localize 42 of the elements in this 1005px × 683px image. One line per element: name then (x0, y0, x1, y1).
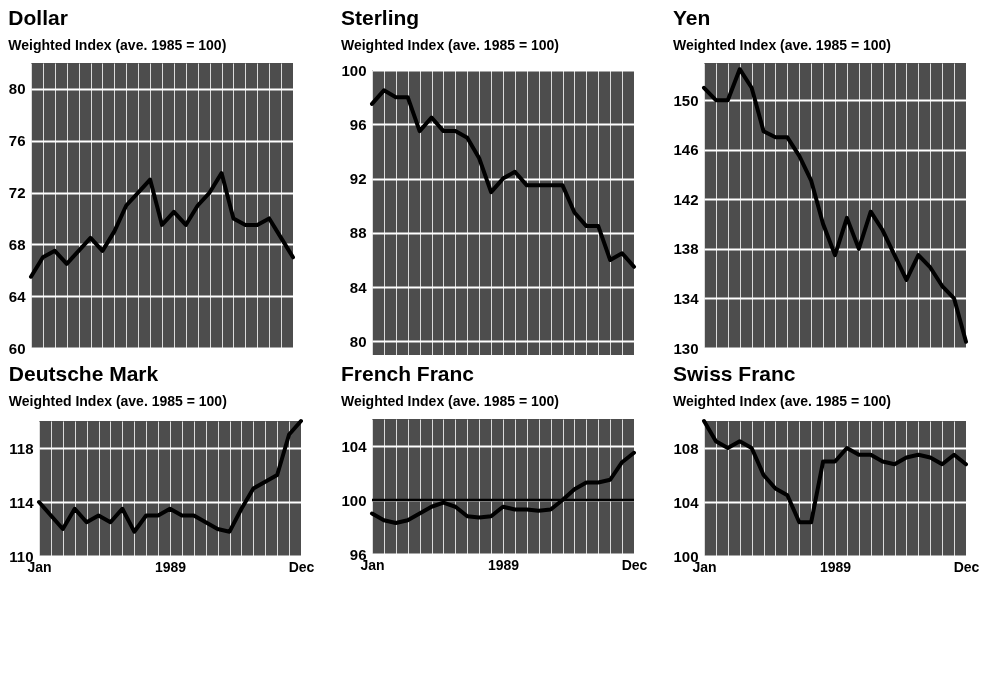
y-tick-label: 108 (673, 439, 699, 457)
chart-subtitle: Weighted Index (ave. 1985 = 100) (672, 37, 891, 53)
y-tick-label: 80 (8, 80, 26, 98)
chart-title: Dollar (8, 6, 68, 29)
y-tick-label: 114 (9, 493, 35, 511)
y-tick-label: 100 (341, 61, 367, 79)
y-tick-label: 88 (349, 224, 367, 242)
chart-subtitle: Weighted Index (ave. 1985 = 100) (672, 393, 891, 409)
chart-subtitle: Weighted Index (ave. 1985 = 100) (8, 393, 227, 409)
y-tick-label: 100 (341, 491, 367, 509)
y-tick-label: 72 (8, 184, 26, 202)
chart-subtitle: Weighted Index (ave. 1985 = 100) (340, 393, 559, 409)
chart-title: Sterling (340, 6, 420, 29)
y-tick-label: 96 (349, 115, 367, 133)
y-tick-label: 76 (8, 132, 26, 150)
x-tick-label: Dec (288, 558, 315, 575)
y-tick-label: 146 (673, 141, 699, 159)
chart-title: French Franc (340, 362, 475, 385)
y-tick-label: 134 (673, 289, 700, 307)
chart-title: Yen (672, 6, 711, 29)
y-tick-label: 130 (673, 339, 699, 357)
y-tick-label: 104 (341, 437, 368, 455)
chart-title: Deutsche Mark (8, 362, 159, 385)
y-tick-label: 92 (349, 170, 367, 188)
x-tick-label: Dec (953, 558, 980, 575)
y-tick-label: 150 (673, 91, 699, 109)
y-tick-label: 138 (673, 240, 699, 258)
y-tick-label: 84 (349, 278, 368, 296)
x-tick-label: 1989 (154, 558, 187, 575)
y-tick-label: 68 (8, 235, 26, 253)
x-tick-label: 1989 (487, 556, 520, 573)
x-tick-label: 1989 (819, 558, 852, 575)
y-tick-label: 142 (673, 190, 699, 208)
chart-subtitle: Weighted Index (ave. 1985 = 100) (8, 37, 227, 53)
chart-title: Swiss Franc (672, 362, 796, 385)
y-tick-label: 64 (8, 287, 27, 305)
y-tick-label: 118 (9, 439, 34, 457)
chart-subtitle: Weighted Index (ave. 1985 = 100) (340, 37, 559, 53)
y-tick-label: 60 (8, 339, 26, 357)
x-tick-label: Dec (621, 556, 648, 573)
y-tick-label: 80 (349, 332, 367, 350)
y-tick-label: 104 (673, 493, 700, 511)
